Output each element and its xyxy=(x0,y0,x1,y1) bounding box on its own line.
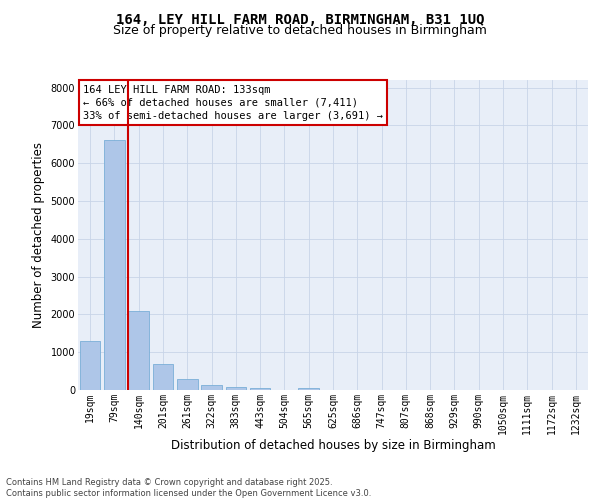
Y-axis label: Number of detached properties: Number of detached properties xyxy=(32,142,45,328)
Text: Contains HM Land Registry data © Crown copyright and database right 2025.
Contai: Contains HM Land Registry data © Crown c… xyxy=(6,478,371,498)
X-axis label: Distribution of detached houses by size in Birmingham: Distribution of detached houses by size … xyxy=(170,440,496,452)
Bar xyxy=(226,386,246,390)
Bar xyxy=(177,378,197,390)
Bar xyxy=(128,310,149,390)
Bar xyxy=(104,140,125,390)
Bar xyxy=(250,388,271,390)
Text: 164 LEY HILL FARM ROAD: 133sqm
← 66% of detached houses are smaller (7,411)
33% : 164 LEY HILL FARM ROAD: 133sqm ← 66% of … xyxy=(83,84,383,121)
Bar xyxy=(201,385,222,390)
Text: 164, LEY HILL FARM ROAD, BIRMINGHAM, B31 1UQ: 164, LEY HILL FARM ROAD, BIRMINGHAM, B31… xyxy=(116,12,484,26)
Bar xyxy=(80,341,100,390)
Bar xyxy=(298,388,319,390)
Bar xyxy=(152,364,173,390)
Text: Size of property relative to detached houses in Birmingham: Size of property relative to detached ho… xyxy=(113,24,487,37)
